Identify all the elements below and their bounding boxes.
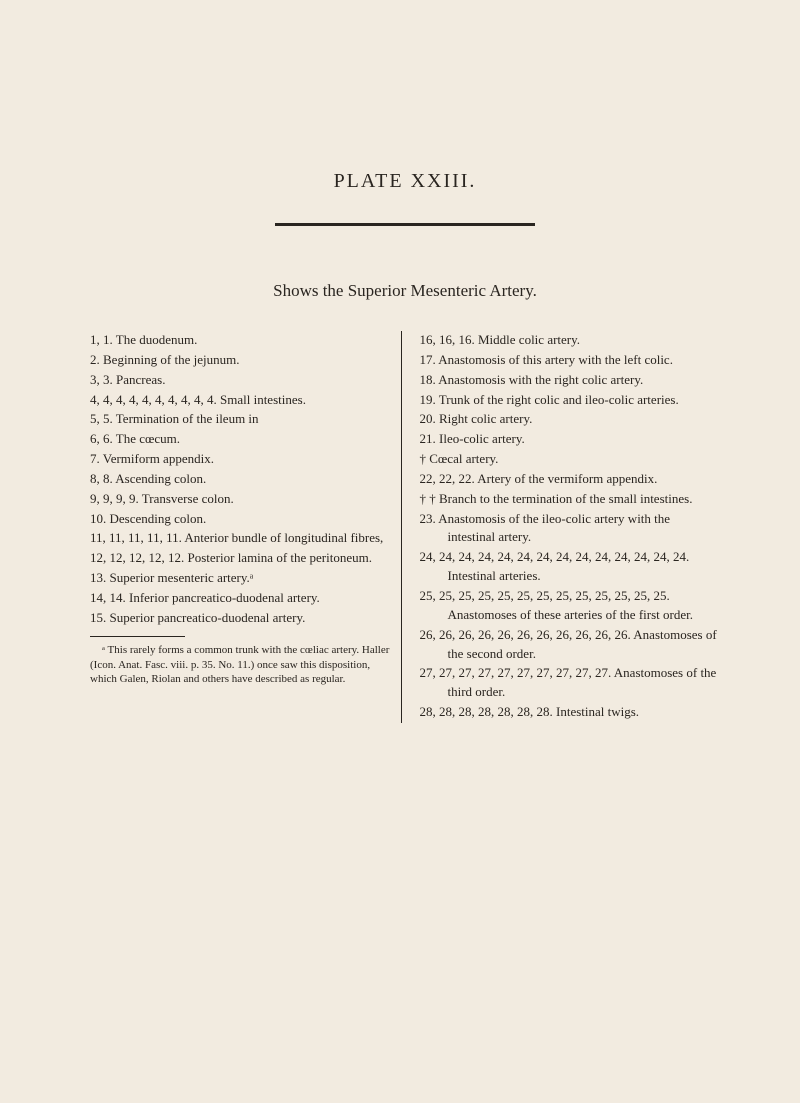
list-item: 5, 5. Termination of the ileum in: [90, 410, 391, 429]
list-item: 17. Anastomosis of this artery with the …: [420, 351, 721, 370]
list-item: † † Branch to the termination of the sma…: [420, 490, 721, 509]
right-column: 16, 16, 16. Middle colic artery. 17. Ana…: [420, 331, 721, 723]
list-item: 26, 26, 26, 26, 26, 26, 26, 26, 26, 26, …: [420, 626, 721, 664]
list-item: 25, 25, 25, 25, 25, 25, 25, 25, 25, 25, …: [420, 587, 721, 625]
content-columns: 1, 1. The duodenum. 2. Beginning of the …: [90, 331, 720, 723]
list-item: 12, 12, 12, 12, 12. Posterior lamina of …: [90, 549, 391, 568]
list-item: 24, 24, 24, 24, 24, 24, 24, 24, 24, 24, …: [420, 548, 721, 586]
list-item: 19. Trunk of the right colic and ileo-co…: [420, 391, 721, 410]
list-item: 20. Right colic artery.: [420, 410, 721, 429]
list-item: 6, 6. The cœcum.: [90, 430, 391, 449]
list-item: 3, 3. Pancreas.: [90, 371, 391, 390]
list-item: 13. Superior mesenteric artery.ᵃ: [90, 569, 391, 588]
page-subtitle: Shows the Superior Mesenteric Artery.: [90, 281, 720, 301]
list-item: 2. Beginning of the jejunum.: [90, 351, 391, 370]
list-item: 22, 22, 22. Artery of the vermiform appe…: [420, 470, 721, 489]
list-item: 18. Anastomosis with the right colic art…: [420, 371, 721, 390]
list-item: 27, 27, 27, 27, 27, 27, 27, 27, 27, 27. …: [420, 664, 721, 702]
list-item: 23. Anastomosis of the ileo-colic artery…: [420, 510, 721, 548]
list-item: 1, 1. The duodenum.: [90, 331, 391, 350]
list-item: 14, 14. Inferior pancreatico-duodenal ar…: [90, 589, 391, 608]
list-item: † Cœcal artery.: [420, 450, 721, 469]
list-item: 10. Descending colon.: [90, 510, 391, 529]
list-item: 4, 4, 4, 4, 4, 4, 4, 4, 4, 4. Small inte…: [90, 391, 391, 410]
list-item: 28, 28, 28, 28, 28, 28, 28. Intestinal t…: [420, 703, 721, 722]
footnote-text: ᵃ This rarely forms a common trunk with …: [90, 643, 391, 688]
footnote-divider: [90, 636, 185, 637]
list-item: 21. Ileo-colic artery.: [420, 430, 721, 449]
list-item: 15. Superior pancreatico-duodenal artery…: [90, 609, 391, 628]
list-item: 11, 11, 11, 11, 11. Anterior bundle of l…: [90, 529, 391, 548]
list-item: 7. Vermiform appendix.: [90, 450, 391, 469]
horizontal-rule: [275, 223, 535, 226]
left-column: 1, 1. The duodenum. 2. Beginning of the …: [90, 331, 402, 723]
plate-title: PLATE XXIII.: [90, 170, 720, 193]
list-item: 8, 8. Ascending colon.: [90, 470, 391, 489]
list-item: 16, 16, 16. Middle colic artery.: [420, 331, 721, 350]
list-item: 9, 9, 9, 9. Transverse colon.: [90, 490, 391, 509]
